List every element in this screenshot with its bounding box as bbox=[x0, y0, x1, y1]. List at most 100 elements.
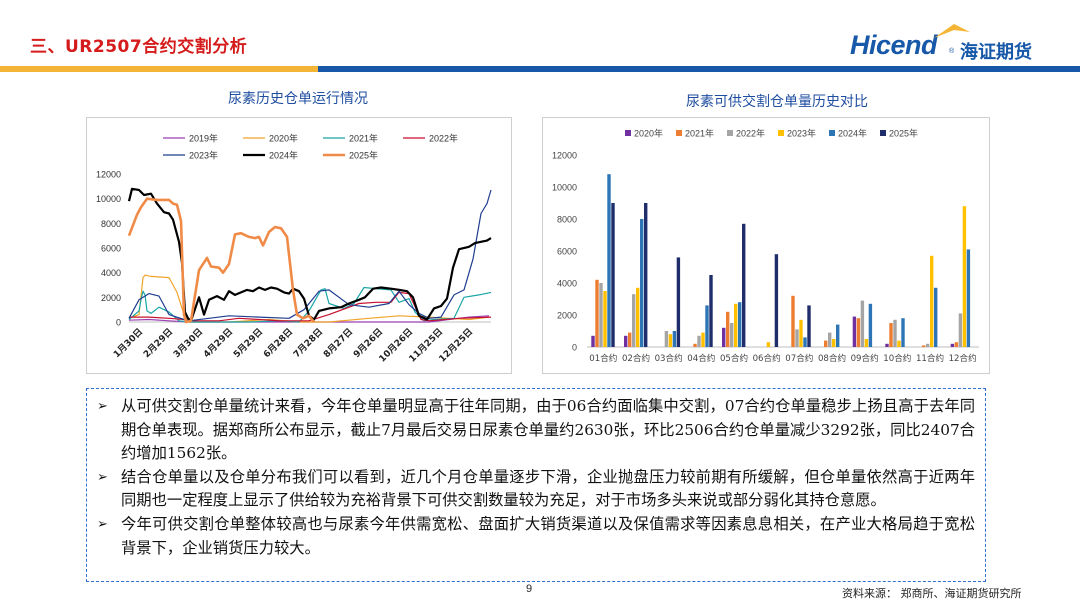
logo-chinese-name: 海证期货 bbox=[960, 42, 1032, 63]
x-tick-label: 8月27日 bbox=[321, 326, 355, 360]
y-tick-label: 4000 bbox=[557, 279, 577, 289]
legend-label: 2025年 bbox=[349, 150, 378, 161]
x-tick-label: 10合约 bbox=[883, 352, 911, 364]
bar bbox=[958, 313, 963, 347]
bar bbox=[742, 223, 746, 347]
x-tick-label: 02合约 bbox=[622, 352, 650, 364]
legend-swatch bbox=[778, 130, 784, 136]
bar bbox=[950, 343, 955, 347]
analysis-point: ➢ 今年可供交割仓单整体较高也与尿素今年供需宽松、盘面扩大销货渠道以及保值需求等… bbox=[97, 513, 975, 560]
bar bbox=[836, 324, 840, 347]
right-chart-title: 尿素可供交割仓单量历史对比 bbox=[686, 94, 868, 110]
bar bbox=[607, 174, 611, 347]
left-chart-svg: 2019年 2020年 2021年 2022年 2023年 2024年 2025年 12000… bbox=[96, 133, 492, 365]
logo-swoosh-icon bbox=[934, 24, 970, 38]
bar bbox=[799, 319, 803, 347]
x-tick-label: 2月29日 bbox=[141, 326, 175, 360]
legend-label: 2023年 bbox=[787, 128, 816, 139]
analysis-point: ➢ 结合仓单量以及仓单分布我们可以看到，近几个月仓单量逐步下滑，企业抛盘压力较前… bbox=[97, 466, 975, 513]
bullet-arrow-icon: ➢ bbox=[97, 469, 108, 485]
legend-label: 2020年 bbox=[634, 128, 663, 139]
x-tick-label: 4月29日 bbox=[201, 326, 235, 360]
y-tick-label: 2000 bbox=[101, 293, 121, 303]
legend-label: 2022年 bbox=[429, 133, 458, 144]
x-tick-label: 1月30日 bbox=[111, 326, 145, 360]
x-tick-label: 05合约 bbox=[720, 352, 748, 364]
x-tick-label: 6月28日 bbox=[261, 326, 295, 360]
bar bbox=[860, 300, 865, 347]
legend-label: 2021年 bbox=[349, 133, 378, 144]
y-tick-label: 10000 bbox=[96, 194, 121, 204]
bar bbox=[852, 316, 857, 347]
header-bar-blue bbox=[318, 66, 1080, 72]
y-tick-label: 4000 bbox=[101, 268, 121, 278]
bar bbox=[897, 340, 901, 347]
bar bbox=[668, 334, 673, 347]
bar bbox=[901, 318, 905, 347]
bar bbox=[954, 342, 959, 347]
y-tick-label: 10000 bbox=[552, 183, 577, 193]
page-title: 三、UR2507合约交割分析 bbox=[30, 37, 248, 57]
bar bbox=[624, 335, 628, 347]
bar bbox=[885, 343, 889, 347]
legend-label: 2022年 bbox=[736, 128, 765, 139]
analysis-point-text: 从可供交割仓单量统计来看，今年仓单量明显高于往年同期，由于06合约面临集中交割，… bbox=[121, 397, 975, 463]
bar bbox=[828, 332, 832, 347]
bar bbox=[738, 302, 742, 347]
series-line bbox=[127, 197, 316, 324]
legend-swatch bbox=[829, 130, 835, 136]
y-tick-label: 0 bbox=[116, 318, 121, 328]
y-tick-label: 6000 bbox=[101, 244, 121, 254]
bar bbox=[632, 294, 636, 347]
bar bbox=[868, 303, 873, 347]
logo-wordmark: Hicend bbox=[850, 30, 938, 60]
x-tick-label: 03合约 bbox=[655, 352, 683, 364]
analysis-box: ➢ 从可供交割仓单量统计来看，今年仓单量明显高于往年同期，由于06合约面临集中交… bbox=[86, 388, 986, 582]
legend-label: 2024年 bbox=[838, 128, 867, 139]
bar bbox=[791, 295, 795, 347]
bar bbox=[701, 332, 705, 347]
bar bbox=[730, 323, 734, 347]
analysis-point-text: 结合仓单量以及仓单分布我们可以看到，近几个月仓单量逐步下滑，企业抛盘压力较前期有… bbox=[121, 467, 975, 510]
page-number: 9 bbox=[526, 583, 533, 595]
left-chart: 2019年 2020年 2021年 2022年 2023年 2024年 2025年 12000… bbox=[86, 117, 512, 374]
y-tick-label: 12000 bbox=[96, 170, 121, 180]
bar bbox=[628, 332, 632, 347]
bar bbox=[693, 343, 697, 347]
bar bbox=[705, 305, 709, 347]
bar bbox=[832, 339, 836, 347]
company-logo: Hicend ® 海证期货 bbox=[850, 22, 1060, 68]
bar bbox=[795, 329, 799, 347]
bar bbox=[664, 331, 669, 347]
bar bbox=[672, 331, 677, 347]
x-tick-label: 5月29日 bbox=[231, 326, 265, 360]
bar bbox=[697, 335, 701, 347]
legend-swatch bbox=[727, 130, 733, 136]
analysis-point: ➢ 从可供交割仓单量统计来看，今年仓单量明显高于往年同期，由于06合约面临集中交… bbox=[97, 395, 975, 466]
bar bbox=[676, 257, 681, 347]
bar bbox=[807, 305, 811, 347]
x-tick-label: 04合约 bbox=[687, 352, 715, 364]
legend-swatch bbox=[625, 130, 631, 136]
x-tick-label: 06合约 bbox=[753, 352, 781, 364]
y-tick-label: 6000 bbox=[557, 247, 577, 257]
bar bbox=[734, 303, 738, 347]
bar bbox=[856, 318, 861, 347]
x-tick-label: 7月28日 bbox=[291, 326, 325, 360]
bar bbox=[966, 249, 971, 347]
x-tick-label: 08合约 bbox=[818, 352, 846, 364]
bar bbox=[803, 337, 807, 347]
bar bbox=[640, 219, 644, 347]
bar bbox=[644, 203, 648, 347]
bar bbox=[824, 340, 828, 347]
bar bbox=[599, 283, 603, 347]
bar bbox=[774, 254, 779, 347]
y-tick-label: 0 bbox=[572, 343, 577, 353]
logo-registered-mark: ® bbox=[949, 48, 955, 55]
legend-label: 2024年 bbox=[269, 150, 298, 161]
bar bbox=[922, 345, 926, 347]
bar bbox=[766, 342, 771, 347]
legend-label: 2025年 bbox=[889, 128, 918, 139]
bar bbox=[636, 287, 640, 347]
bar bbox=[726, 311, 730, 347]
